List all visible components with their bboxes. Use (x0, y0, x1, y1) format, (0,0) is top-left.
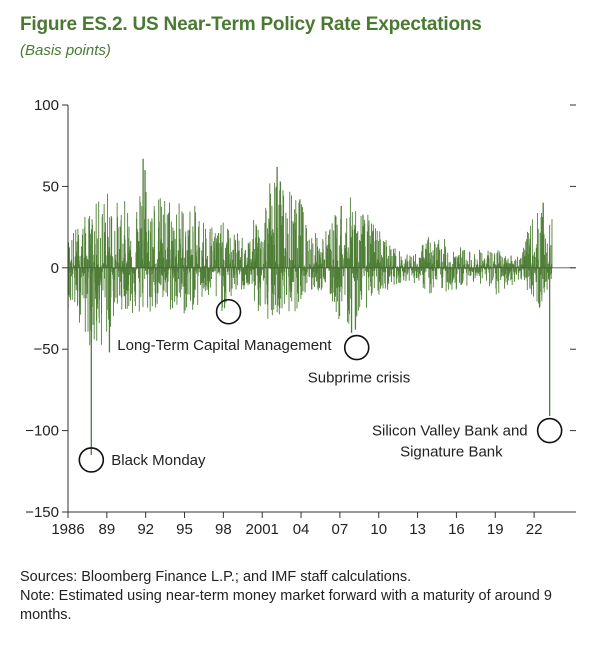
chart-axes (67, 105, 575, 513)
y-tick-label: 100 (34, 97, 59, 114)
x-tick-label: 22 (526, 521, 543, 538)
x-tick-label: 13 (409, 521, 426, 538)
x-tick-label: 1986 (51, 521, 84, 538)
annotation-label: Signature Bank (400, 444, 503, 461)
annotation-circle (343, 334, 370, 361)
y-tick-label: 50 (42, 178, 59, 195)
x-tick-label: 89 (98, 521, 115, 538)
x-tick-label: 19 (487, 521, 504, 538)
y-tick-label: −50 (34, 341, 59, 358)
bar-series (67, 158, 553, 456)
annotation-circle (215, 298, 242, 325)
x-tick-label: 16 (448, 521, 465, 538)
x-tick-label: 92 (137, 521, 154, 538)
x-ticks: 1986 89 92 95 98 2001 04 07 10 13 16 19 22 (51, 512, 542, 538)
chart-subtitle: (Basis points) (20, 42, 111, 59)
annotation-label: Long-Term Capital Management (117, 337, 332, 354)
annotation-circle (78, 447, 105, 473)
x-tick-label: 10 (370, 521, 387, 538)
x-tick-label: 95 (176, 521, 193, 538)
y-tick-label: −100 (25, 423, 59, 440)
x-tick-label: 07 (332, 521, 349, 538)
note-text: Note: Estimated using near-term money ma… (20, 588, 552, 623)
x-tick-label: 98 (215, 521, 232, 538)
annotation-label: Subprime crisis (308, 370, 411, 387)
annotation-label: Silicon Valley Bank and (372, 423, 528, 440)
annotation-circle (536, 417, 563, 444)
y-tick-label: −150 (25, 504, 59, 521)
chart-notes: Sources: Bloomberg Finance L.P.; and IMF… (20, 568, 585, 625)
sources-text: Sources: Bloomberg Finance L.P.; and IMF… (20, 569, 412, 585)
annotations: Black Monday Long-Term Capital Management… (78, 298, 563, 473)
x-tick-label: 04 (293, 521, 310, 538)
chart-title: Figure ES.2. US Near-Term Policy Rate Ex… (20, 14, 482, 35)
x-tick-label: 2001 (246, 521, 279, 538)
y-ticks: 100 50 0 −50 −100 −150 (25, 97, 576, 521)
y-tick-label: 0 (51, 260, 59, 277)
annotation-label: Black Monday (111, 452, 206, 469)
